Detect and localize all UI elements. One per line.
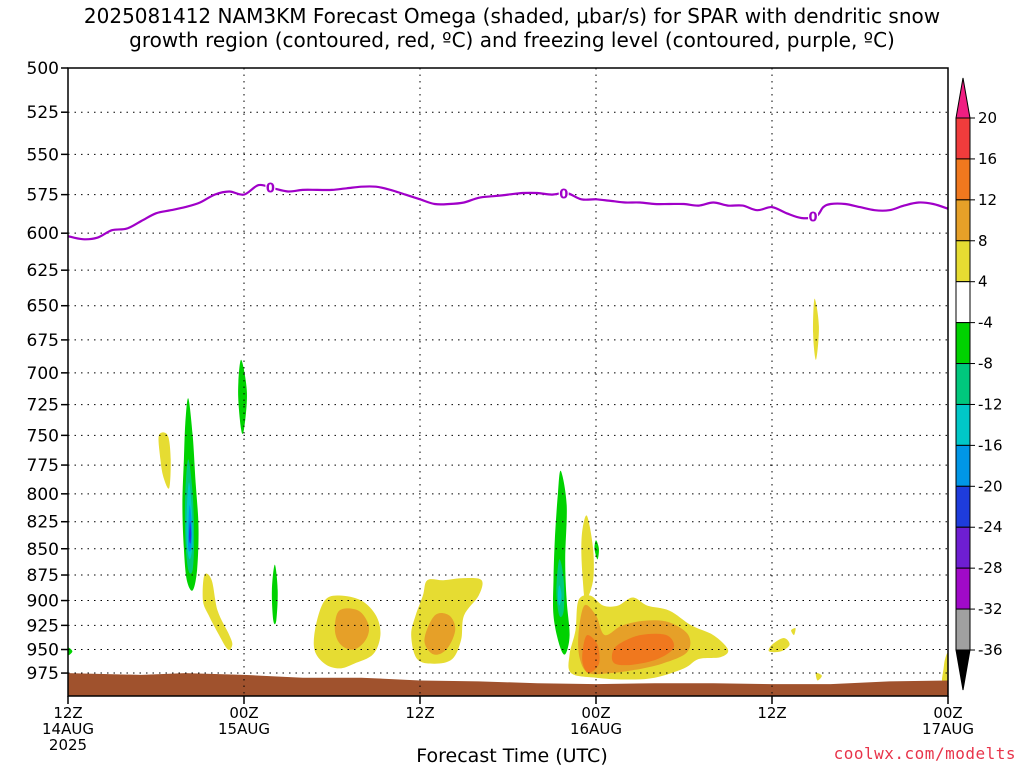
colorbar-label-13: -36 — [978, 641, 1003, 659]
chart-title: 2025081412 NAM3KM Forecast Omega (shaded… — [0, 4, 1024, 52]
colorbar-label-1: 16 — [978, 150, 997, 168]
y-tick-label-850: 850 — [27, 540, 59, 560]
colorbar-band-7 — [955, 403, 971, 446]
colorbar: 20 16 12 8 4 -4 -8 -12 -16 -20 -24 -28 -32 -36 — [955, 77, 1003, 691]
grid-layer — [68, 67, 948, 696]
colorbar-label-10: -24 — [978, 518, 1003, 536]
colorbar-label-0: 20 — [978, 109, 997, 127]
omega-region-6 — [202, 573, 233, 650]
omega-region-25 — [815, 672, 822, 681]
y-tick-label-875: 875 — [27, 566, 59, 586]
freezing-level-layer: 0 0 0 — [68, 179, 948, 241]
x-tick-label-0-0: 12Z — [53, 704, 82, 722]
y-tick-label-650: 650 — [27, 297, 59, 317]
omega-region-12 — [424, 613, 456, 655]
y-tick-label-575: 575 — [27, 186, 59, 206]
colorbar-band-10 — [955, 526, 971, 569]
freezing-label-bg-0 — [265, 179, 276, 196]
plot-frame — [67, 67, 949, 697]
x-tick-label-24-0: 12Z — [405, 704, 434, 722]
freezing-level-label-2: 0 — [809, 211, 818, 226]
colorbar-band-6 — [955, 363, 971, 405]
y-tick-label-600: 600 — [27, 224, 59, 244]
y-tick-label-675: 675 — [27, 331, 59, 351]
terrain-layer — [68, 673, 948, 696]
y-tick-label-525: 525 — [27, 103, 59, 123]
y-tick-label-900: 900 — [27, 592, 59, 612]
colorbar-top-arrow — [955, 77, 971, 119]
x-tick-label-0-1: 14AUG — [42, 720, 94, 738]
omega-region-13 — [552, 470, 570, 655]
x-tick-label-60-1: 17AUG — [922, 720, 974, 738]
colorbar-label-5: -4 — [978, 314, 993, 332]
y-tick-label-925: 925 — [27, 616, 59, 636]
omega-region-26 — [941, 653, 948, 685]
colorbar-label-2: 12 — [978, 191, 997, 209]
freezing-label-bg-1 — [558, 185, 569, 202]
omega-region-20 — [582, 635, 600, 674]
colorbar-band-8 — [955, 444, 971, 487]
omega-region-17 — [594, 540, 599, 560]
omega-shading-layer — [68, 298, 948, 685]
x-axis-label: Forecast Time (UTC) — [416, 745, 608, 767]
colorbar-band-3 — [955, 240, 971, 283]
colorbar-bottom-arrow — [955, 649, 971, 691]
colorbar-label-11: -28 — [978, 559, 1003, 577]
y-tick-label-500: 500 — [27, 59, 59, 79]
colorbar-band-2 — [955, 199, 971, 242]
y-tick-label-950: 950 — [27, 641, 59, 661]
colorbar-label-3: 8 — [978, 232, 988, 250]
omega-region-15 — [557, 585, 562, 606]
x-tick-label-36-0: 00Z — [581, 704, 610, 722]
x-tick-label-36-1: 16AUG — [570, 720, 622, 738]
omega-region-22 — [768, 638, 790, 653]
x-tick-label-48-0: 12Z — [757, 704, 786, 722]
omega-region-10 — [334, 608, 370, 650]
colorbar-band-5 — [955, 322, 971, 365]
y-tick-label-825: 825 — [27, 513, 59, 533]
colorbar-label-8: -16 — [978, 436, 1003, 454]
colorbar-band-4 — [955, 281, 971, 324]
freezing-level-label-0: 0 — [266, 182, 275, 197]
freezing-label-bg-2 — [808, 208, 819, 225]
colorbar-band-9 — [955, 485, 971, 528]
colorbar-band-12 — [955, 608, 971, 651]
x-tick-label-12-1: 15AUG — [218, 720, 270, 738]
y-tick-label-775: 775 — [27, 456, 59, 476]
omega-region-23 — [791, 628, 796, 636]
colorbar-label-9: -20 — [978, 477, 1003, 495]
colorbar-label-7: -12 — [978, 395, 1003, 413]
x-tick-label-0-2: 2025 — [49, 736, 87, 754]
omega-region-8 — [271, 564, 278, 625]
y-tick-label-550: 550 — [27, 145, 59, 165]
omega-region-7 — [238, 359, 247, 434]
omega-region-5 — [188, 521, 192, 544]
chart-title-line-2: growth region (contoured, red, ºC) and f… — [129, 28, 895, 52]
terrain-fill — [68, 673, 948, 696]
colorbar-band-11 — [955, 567, 971, 610]
y-tick-label-975: 975 — [27, 664, 59, 684]
colorbar-label-4: 4 — [978, 273, 988, 291]
colorbar-label-6: -8 — [978, 355, 993, 373]
chart-title-line-1: 2025081412 NAM3KM Forecast Omega (shaded… — [83, 4, 941, 28]
colorbar-band-1 — [955, 158, 971, 201]
freezing-level-label-1: 0 — [559, 187, 568, 202]
y-tick-label-700: 700 — [27, 364, 59, 384]
y-tick-label-725: 725 — [27, 396, 59, 416]
y-tick-label-800: 800 — [27, 485, 59, 505]
y-tick-label-750: 750 — [27, 426, 59, 446]
colorbar-band-0 — [955, 117, 971, 160]
colorbar-label-12: -32 — [978, 600, 1003, 618]
omega-region-16 — [581, 515, 594, 601]
y-axis: 500 525 550 575 600 625 650 675 700 725 750 775 800 8… — [27, 59, 68, 684]
omega-region-24 — [813, 298, 819, 360]
x-tick-label-12-0: 00Z — [229, 704, 258, 722]
omega-region-0 — [158, 432, 171, 489]
omega-region-21 — [611, 633, 675, 666]
x-tick-label-60-0: 00Z — [933, 704, 962, 722]
credit-text: coolwx.com/modelts — [833, 744, 1016, 763]
y-tick-label-625: 625 — [27, 261, 59, 281]
